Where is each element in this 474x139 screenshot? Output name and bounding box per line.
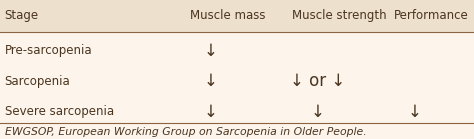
Text: Muscle mass: Muscle mass (190, 9, 265, 23)
Text: Performance: Performance (393, 9, 468, 23)
Text: Stage: Stage (5, 9, 39, 23)
Text: Pre-sarcopenia: Pre-sarcopenia (5, 44, 92, 57)
FancyBboxPatch shape (0, 0, 474, 32)
Text: ↓: ↓ (204, 103, 218, 121)
Text: ↓ or ↓: ↓ or ↓ (290, 72, 345, 90)
Text: Sarcopenia: Sarcopenia (5, 75, 71, 88)
Text: Severe sarcopenia: Severe sarcopenia (5, 105, 114, 118)
Text: EWGSOP, European Working Group on Sarcopenia in Older People.: EWGSOP, European Working Group on Sarcop… (5, 127, 366, 137)
Text: ↓: ↓ (310, 103, 325, 121)
Text: ↓: ↓ (204, 72, 218, 90)
Text: Muscle strength: Muscle strength (292, 9, 386, 23)
Text: ↓: ↓ (204, 42, 218, 60)
Text: ↓: ↓ (408, 103, 422, 121)
